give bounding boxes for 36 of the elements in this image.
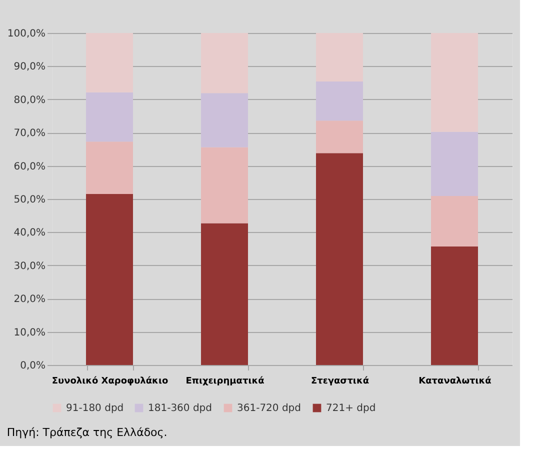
- y-tick-label: 0,0%: [20, 360, 46, 372]
- bar: [201, 147, 248, 224]
- bar: [201, 223, 248, 365]
- legend-label: 721+ dpd: [326, 403, 376, 414]
- bar: [431, 196, 478, 246]
- y-tick-label: 90,0%: [14, 62, 46, 73]
- y-tick-label: 30,0%: [14, 260, 46, 272]
- y-tick-label: 70,0%: [14, 128, 46, 140]
- legend-label: 361-720 dpd: [237, 403, 302, 414]
- y-tick-label: 60,0%: [14, 161, 46, 172]
- legend-label: 91-180 dpd: [66, 403, 124, 414]
- bar: [431, 33, 478, 132]
- y-tick-label: 50,0%: [14, 194, 46, 206]
- legend-label: 181-360 dpd: [148, 403, 212, 414]
- bar: [201, 33, 248, 94]
- bar: [316, 33, 363, 82]
- text: Πηγή: Τράπεζα της Ελλάδος.: [6, 426, 168, 439]
- bar: [316, 81, 363, 121]
- bar: [431, 246, 478, 365]
- bar: [86, 92, 133, 142]
- bar: [86, 194, 133, 365]
- x-tick-label: Επιχειρηματικά: [186, 376, 264, 386]
- x-tick-label: Καταναλωτικά: [418, 376, 492, 386]
- bar: [201, 93, 248, 148]
- bar: [316, 120, 363, 154]
- x-tick-label: Στεγαστικά: [310, 376, 370, 386]
- y-tick-label: 80,0%: [14, 94, 46, 106]
- bar: [316, 153, 363, 365]
- y-tick-label: 40,0%: [14, 228, 46, 239]
- bar: [86, 33, 133, 92]
- y-tick-label: 100,0%: [7, 28, 46, 40]
- bar: [86, 142, 133, 194]
- y-tick-label: 10,0%: [14, 327, 46, 338]
- x-tick-label: Συνολικό Χαροφυλάκιο: [52, 376, 168, 386]
- y-tick-label: 20,0%: [14, 294, 46, 306]
- bar: [431, 132, 478, 196]
